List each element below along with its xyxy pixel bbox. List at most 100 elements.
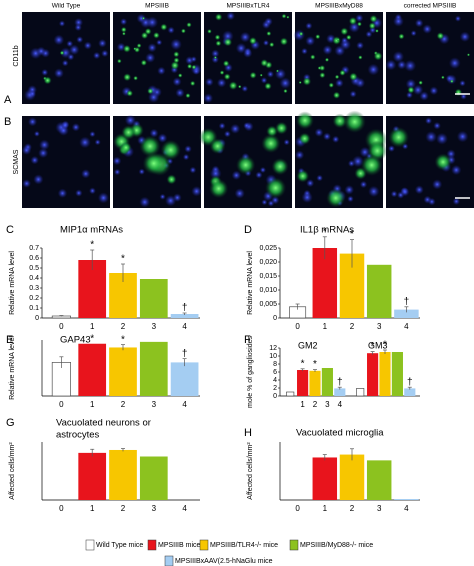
nucleus [170, 38, 182, 51]
stain [213, 55, 217, 60]
stain [449, 79, 454, 84]
x-tick-label: 1 [300, 400, 305, 409]
nucleus [167, 26, 175, 34]
stain [59, 50, 65, 56]
x-tick-label: 1 [323, 322, 328, 331]
nucleus [147, 43, 157, 53]
bar [170, 362, 199, 396]
stain [152, 31, 160, 39]
x-tick-label: 3 [152, 400, 157, 409]
group-label: GM3 [368, 340, 388, 350]
x-tick-label: 4 [404, 504, 409, 513]
stain [264, 177, 287, 199]
stain [214, 34, 221, 41]
panel-label: C [6, 224, 14, 236]
nucleus [71, 123, 81, 132]
panel-label: B [4, 116, 11, 128]
bar [309, 370, 321, 396]
nucleus [36, 46, 46, 56]
panel-label: F [244, 334, 251, 346]
nucleus [58, 20, 66, 27]
nucleus [241, 85, 249, 93]
stain [271, 157, 289, 176]
stain [266, 125, 278, 138]
stain [249, 71, 257, 79]
nucleus [81, 169, 91, 179]
nucleus [283, 139, 290, 146]
stain [336, 37, 340, 42]
nucleus [436, 132, 448, 145]
stain [120, 26, 127, 33]
nucleus [184, 145, 192, 153]
x-tick-label: 0 [59, 400, 64, 409]
stain [275, 121, 289, 135]
nucleus [322, 44, 333, 55]
stain [296, 169, 310, 183]
stain [319, 72, 326, 79]
stain [122, 44, 131, 53]
nucleus [120, 18, 128, 26]
bar [109, 347, 137, 396]
y-axis-label: Relative mRNA level [247, 251, 254, 315]
y-tick-label: 0 [273, 315, 277, 322]
nucleus [314, 128, 324, 137]
stain [43, 76, 52, 85]
nucleus [218, 122, 226, 130]
stain [160, 23, 168, 31]
stain [373, 51, 383, 61]
nucleus [425, 117, 433, 125]
nucleus [113, 168, 121, 176]
nucleus [414, 18, 424, 28]
bar [139, 341, 168, 396]
x-tick-label: 1 [90, 322, 95, 331]
nucleus [332, 135, 340, 143]
stain [120, 141, 132, 154]
stain [126, 89, 134, 97]
nucleus [388, 145, 396, 152]
x-tick-label: 1 [90, 400, 95, 409]
nucleus [68, 44, 80, 56]
nucleus [83, 41, 92, 50]
legend-label: Wild Type mice [96, 542, 143, 549]
nucleus [74, 23, 82, 32]
significance-marker: * [121, 334, 125, 345]
x-tick-label: 4 [182, 322, 187, 331]
nucleus [397, 60, 407, 70]
legend-swatch [147, 539, 157, 551]
nucleus [459, 80, 466, 87]
legend-swatch [289, 539, 299, 551]
significance-marker: * [350, 229, 354, 240]
stain [368, 22, 376, 30]
nucleus [305, 36, 316, 46]
nucleus [385, 59, 397, 71]
nucleus [156, 39, 163, 46]
nucleus [139, 196, 151, 208]
nucleus [138, 168, 145, 175]
bar [109, 449, 137, 500]
x-tick-label: 2 [313, 400, 318, 409]
nucleus [301, 191, 313, 203]
nucleus [414, 185, 424, 195]
nucleus [175, 88, 185, 98]
significance-marker: * [313, 359, 317, 370]
nucleus [223, 130, 231, 138]
nucleus [259, 166, 267, 174]
nucleus [33, 130, 40, 137]
nucleus [419, 91, 429, 101]
nucleus [356, 41, 364, 50]
panel-label: E [6, 334, 13, 346]
nucleus [230, 123, 241, 134]
stain [466, 53, 471, 57]
stain [349, 72, 358, 81]
stain [261, 133, 281, 154]
x-tick-label: 4 [404, 322, 409, 331]
stain [141, 16, 146, 20]
micrographs [21, 11, 474, 208]
nucleus [38, 148, 49, 159]
nucleus [159, 193, 166, 200]
stain [298, 31, 304, 37]
nucleus [61, 59, 69, 67]
nucleus [124, 114, 136, 126]
bar [366, 460, 392, 500]
